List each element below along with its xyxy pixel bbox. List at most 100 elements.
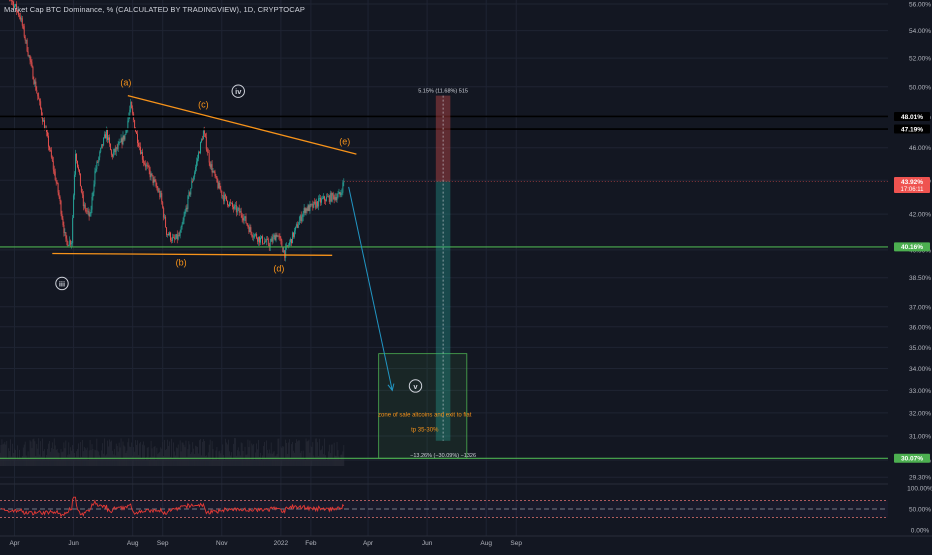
volume-bar [295,443,296,466]
candle-body [143,160,144,163]
volume-bar [223,455,224,466]
candle-body [253,237,254,238]
candle-body [72,218,73,243]
volume-bar [324,439,325,466]
volume-bar [141,458,142,466]
volume-bar [135,440,136,466]
candle-body [65,232,66,238]
volume-bar [317,442,318,466]
volume-bar [311,446,312,466]
candle-body [174,238,175,239]
volume-bar [158,454,159,466]
candle-body [203,131,204,140]
volume-bar [266,440,267,466]
candle-body [162,202,163,208]
volume-bar [246,455,247,466]
volume-bar [244,459,245,466]
candle-body [208,152,209,153]
candle-body [218,183,219,188]
volume-bar [343,445,344,466]
wave-label: (a) [120,77,131,87]
volume-bar [253,444,254,466]
candle-body [206,137,207,150]
volume-bar [148,447,149,466]
candle-body [78,167,79,170]
volume-bar [52,442,53,466]
volume-bar [245,447,246,466]
volume-bar [284,458,285,466]
candle-body [142,152,143,160]
volume-bar [330,453,331,466]
candle-body [224,195,225,201]
candle-body [40,101,41,108]
volume-bar [199,440,200,466]
volume-bar [7,458,8,466]
candle-body [56,180,57,182]
candle-body [33,79,34,84]
target-zone [379,354,467,459]
volume-bar [4,444,5,466]
candle-body [144,163,145,164]
volume-bar [18,459,19,466]
volume-bar [319,439,320,466]
candle-body [146,165,147,167]
y-tick-label: 36.00% [909,324,931,331]
chart-title: Market Cap BTC Dominance, % (CALCULATED … [4,5,305,14]
candle-body [287,245,288,246]
volume-bar [139,443,140,466]
volume-bar [255,453,256,466]
candle-body [129,110,130,116]
candle-body [95,169,96,171]
volume-bar [322,446,323,466]
candle-body [249,227,250,232]
volume-bar [38,438,39,466]
candle-body [231,203,232,204]
candle-body [62,214,63,219]
volume-bar [292,442,293,466]
candle-body [282,247,283,252]
volume-bar [130,447,131,466]
candle-body [308,205,309,210]
candle-body [220,189,221,190]
volume-bar [99,455,100,466]
volume-bar [53,449,54,466]
candle-body [43,120,44,121]
volume-bar [315,439,316,466]
volume-bar [200,439,201,466]
candle-body [57,182,58,183]
volume-bar [278,439,279,466]
volume-bar [47,449,48,466]
candle-body [262,236,263,243]
candle-body [89,211,90,217]
candle-body [154,180,155,183]
volume-bar [168,446,169,466]
volume-bar [132,456,133,466]
candle-body [183,220,184,224]
volume-bar [35,456,36,466]
x-tick-label: 2022 [274,540,289,547]
volume-bar [263,446,264,466]
candle-body [290,239,291,242]
volume-bar [268,453,269,466]
candle-body [35,82,36,91]
candle-body [182,224,183,227]
volume-bar [74,453,75,466]
volume-bar [128,438,129,466]
volume-bar [250,441,251,466]
candle-body [261,236,262,238]
candle-body [86,210,87,211]
candle-body [244,218,245,221]
volume-bar [110,442,111,466]
candle-body [259,237,260,243]
candle-body [304,208,305,213]
candle-body [125,130,126,134]
volume-bar [105,456,106,466]
candle-body [307,208,308,210]
volume-bar [33,439,34,466]
candle-body [172,237,173,241]
volume-bar [340,459,341,466]
candle-body [191,181,192,188]
candle-body [140,147,141,154]
volume-bar [119,443,120,466]
